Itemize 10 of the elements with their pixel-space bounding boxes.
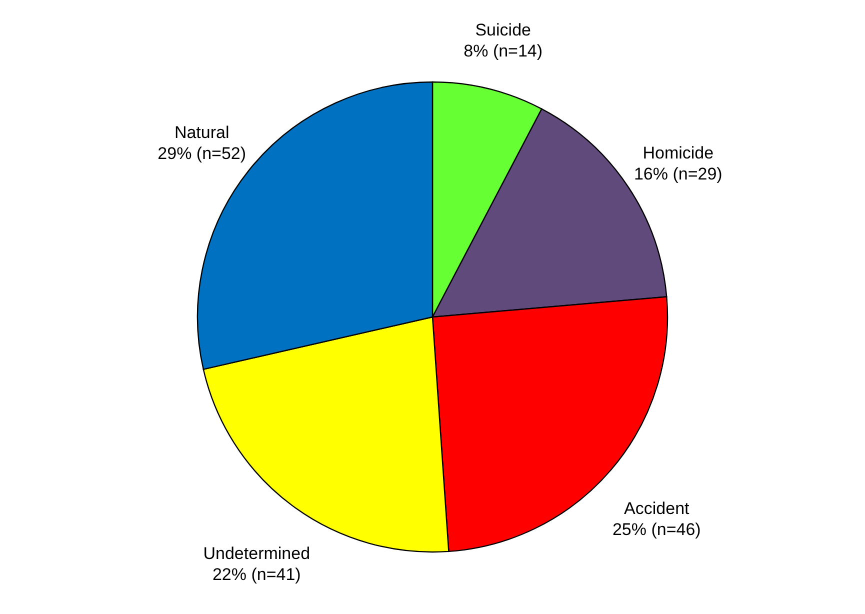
slice-label: Undetermined (203, 544, 310, 563)
slice-label: Homicide (642, 144, 714, 163)
data-label: 25% (n=46) (612, 520, 701, 539)
slice-label: Natural (174, 123, 230, 142)
data-label: 29% (n=52) (158, 144, 246, 164)
data-label: 16% (n=29) (634, 164, 722, 184)
data-label: 22% (n=41) (212, 564, 301, 584)
data-label: 8% (n=14) (464, 42, 543, 61)
slice-label: Accident (624, 498, 690, 518)
slice-label: Suicide (475, 20, 531, 40)
